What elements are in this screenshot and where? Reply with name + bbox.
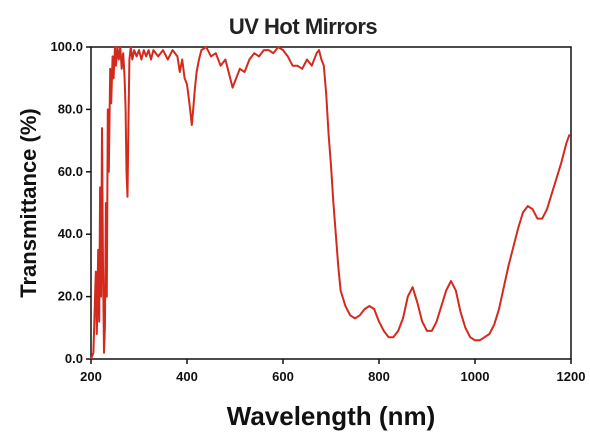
x-axis-label: Wavelength (nm) xyxy=(227,401,435,431)
x-tick-label: 200 xyxy=(80,369,102,384)
x-tick-label: 600 xyxy=(272,369,294,384)
plot-area xyxy=(90,46,572,360)
x-axis: 200 400 600 800 1000 1200 xyxy=(80,359,585,384)
y-axis: 0.0 20.0 40.0 60.0 80.0 100.0 xyxy=(50,39,91,366)
y-tick-label: 80.0 xyxy=(58,101,83,116)
x-tick-label: 800 xyxy=(368,369,390,384)
chart-title: UV Hot Mirrors xyxy=(229,14,378,39)
x-tick-label: 1200 xyxy=(557,369,586,384)
y-tick-label: 40.0 xyxy=(58,226,83,241)
y-tick-label: 60.0 xyxy=(58,164,83,179)
x-tick-label: 1000 xyxy=(461,369,490,384)
transmittance-line xyxy=(90,46,571,360)
x-tick-label: 400 xyxy=(176,369,198,384)
y-axis-label: Transmittance (%) xyxy=(16,108,41,298)
y-tick-label: 0.0 xyxy=(65,351,83,366)
y-tick-label: 20.0 xyxy=(58,289,83,304)
y-tick-label: 100.0 xyxy=(50,39,83,54)
